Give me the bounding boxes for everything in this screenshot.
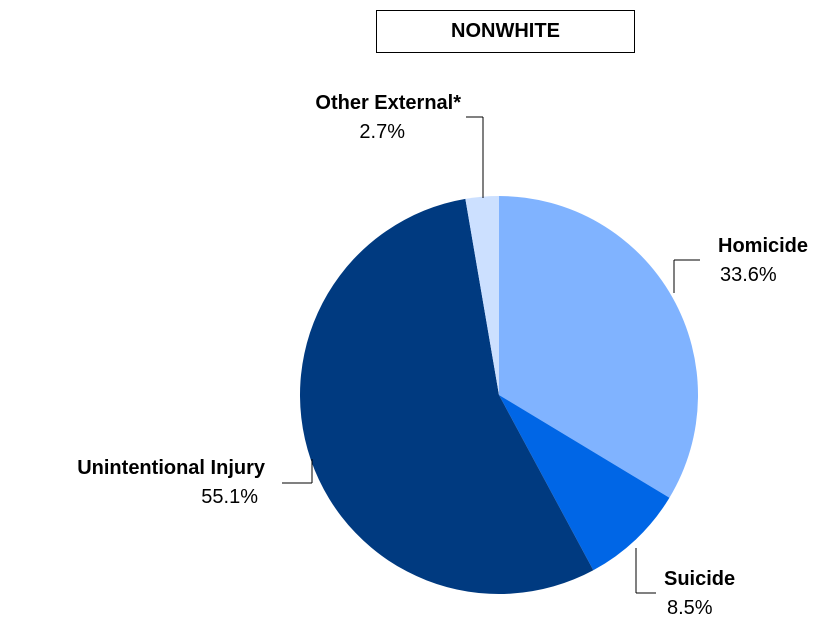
pie-slice-homicide	[499, 196, 698, 498]
slice-label-suicide: Suicide	[664, 568, 735, 590]
slice-value-unintentional-injury: 55.1%	[201, 486, 258, 508]
slice-label-other-external: Other External*	[315, 92, 461, 114]
pie-labels: Homicide 33.6% Suicide 8.5% Unintentional In…	[77, 92, 808, 619]
pie-slice-unintentional-injury	[299, 198, 594, 594]
chart-title: NONWHITE	[376, 10, 635, 53]
pie-slice-suicide	[499, 395, 670, 571]
slice-value-suicide: 8.5%	[667, 597, 713, 619]
pie-slice-other-external	[465, 196, 499, 395]
slice-value-homicide: 33.6%	[720, 264, 777, 286]
pie-slices	[299, 196, 698, 594]
slice-value-other-external: 2.7%	[359, 121, 405, 143]
slice-label-homicide: Homicide	[718, 235, 808, 257]
slice-label-unintentional-injury: Unintentional Injury	[77, 457, 266, 479]
